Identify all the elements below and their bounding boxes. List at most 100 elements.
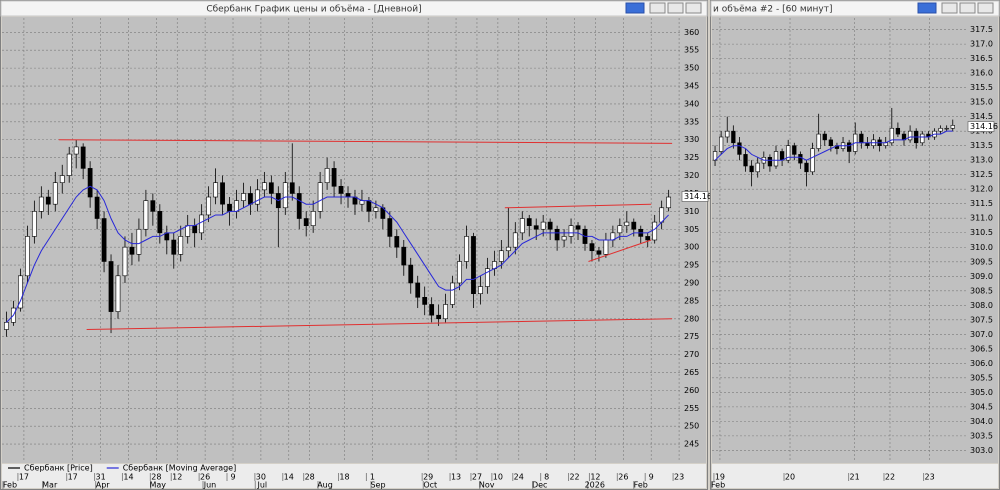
y-tick-label: 304.0 (970, 417, 993, 426)
candle-body (810, 148, 815, 173)
window-button[interactable] (649, 2, 666, 14)
candle-body (889, 127, 894, 144)
candle-body (136, 228, 142, 255)
window-title: и объёма #2 - [60 минут] (713, 5, 833, 15)
candle-body (554, 228, 560, 241)
candle-body (652, 221, 658, 241)
window-button[interactable] (959, 2, 976, 14)
moving-average (714, 130, 953, 161)
month-label: Mar (42, 481, 58, 490)
x-tick-label: 24 (514, 473, 524, 482)
y-tick-label: 317.5 (970, 25, 993, 34)
candle-body (199, 214, 205, 234)
x-tick-label: 22 (569, 473, 579, 482)
candle-body (631, 221, 637, 230)
window-button[interactable] (685, 2, 702, 14)
candle-body (938, 127, 943, 132)
y-tick-label: 315.0 (970, 98, 993, 107)
x-tick-label: 17 (19, 473, 29, 482)
x-tick-label: 9 (649, 473, 654, 482)
window-button[interactable] (977, 2, 994, 14)
candle-body (31, 211, 37, 237)
y-tick-label: 308.0 (970, 301, 993, 310)
candle-body (719, 136, 724, 152)
month-label: Jun (203, 481, 217, 490)
month-label: Feb (634, 481, 648, 490)
window-button[interactable] (941, 2, 958, 14)
y-tick-label: 360 (684, 28, 699, 37)
candle-body (798, 154, 803, 164)
candle-body (617, 225, 623, 234)
candle-body (359, 200, 365, 205)
last-price-box (967, 121, 995, 132)
candle-body (213, 182, 218, 198)
y-tick-label: 260 (684, 386, 699, 395)
candle-body (408, 264, 414, 284)
candle-body (157, 211, 163, 234)
candle-body (533, 225, 539, 230)
candle-body (429, 304, 435, 316)
candle-body (779, 151, 785, 161)
title-bar (0, 0, 708, 17)
candle-body (143, 200, 149, 230)
candle-body (296, 193, 302, 219)
candle-body (596, 250, 602, 255)
candle-body (394, 236, 400, 248)
window-button[interactable] (667, 2, 684, 14)
candle-body (505, 246, 511, 252)
candle-body (171, 239, 177, 255)
month-label: May (149, 481, 166, 490)
y-tick-label: 270 (684, 350, 699, 359)
candle-body (52, 182, 58, 205)
candle-body (415, 282, 421, 298)
candle-body (464, 236, 469, 262)
candle-body (80, 146, 86, 169)
x-tick-label: 30 (256, 473, 266, 482)
candle-body (944, 127, 949, 130)
legend-label: Сбербанк [Moving Average] (123, 464, 237, 473)
candle-body (59, 175, 65, 184)
y-tick-label: 320 (684, 171, 699, 180)
candle-body (804, 162, 809, 173)
y-tick-label: 308.5 (970, 286, 993, 295)
month-label: 2026 (585, 481, 605, 490)
month-label: Dec (532, 481, 547, 490)
candle-body (666, 196, 672, 209)
candle-body (178, 236, 184, 255)
y-tick-label: 317.0 (970, 40, 993, 49)
x-tick-label: 1 (370, 473, 375, 482)
y-tick-label: 305.0 (970, 388, 993, 397)
y-tick-label: 314.5 (970, 112, 993, 121)
candle-body (373, 207, 379, 212)
y-tick-label: 309.5 (970, 257, 993, 266)
last-price-label: 314.16 (970, 122, 998, 131)
candle-body (220, 182, 225, 205)
x-tick-label: 20 (785, 473, 795, 482)
x-tick-label: 26 (618, 473, 628, 482)
y-tick-label: 316.5 (970, 54, 993, 63)
candle-body (792, 145, 797, 155)
candle-body (478, 286, 483, 295)
x-tick-label: 9 (230, 473, 235, 482)
candle-body (737, 142, 742, 155)
candle-body (731, 130, 736, 144)
candle-body (526, 218, 532, 226)
trend-line (58, 139, 673, 144)
pin-button[interactable] (917, 2, 937, 14)
pin-button[interactable] (625, 2, 645, 14)
candle-body (324, 168, 330, 184)
candle-body (443, 304, 448, 320)
candle-body (255, 189, 260, 205)
month-label: Oct (423, 481, 437, 490)
candle-body (115, 275, 121, 312)
candle-body (241, 193, 246, 201)
y-tick-label: 345 (684, 82, 699, 91)
y-tick-label: 315.5 (970, 83, 993, 92)
date-strip (712, 464, 998, 488)
y-tick-label: 307.0 (970, 330, 993, 339)
x-tick-label: 22 (885, 473, 895, 482)
moving-average (6, 185, 669, 323)
y-tick-label: 280 (684, 314, 699, 323)
